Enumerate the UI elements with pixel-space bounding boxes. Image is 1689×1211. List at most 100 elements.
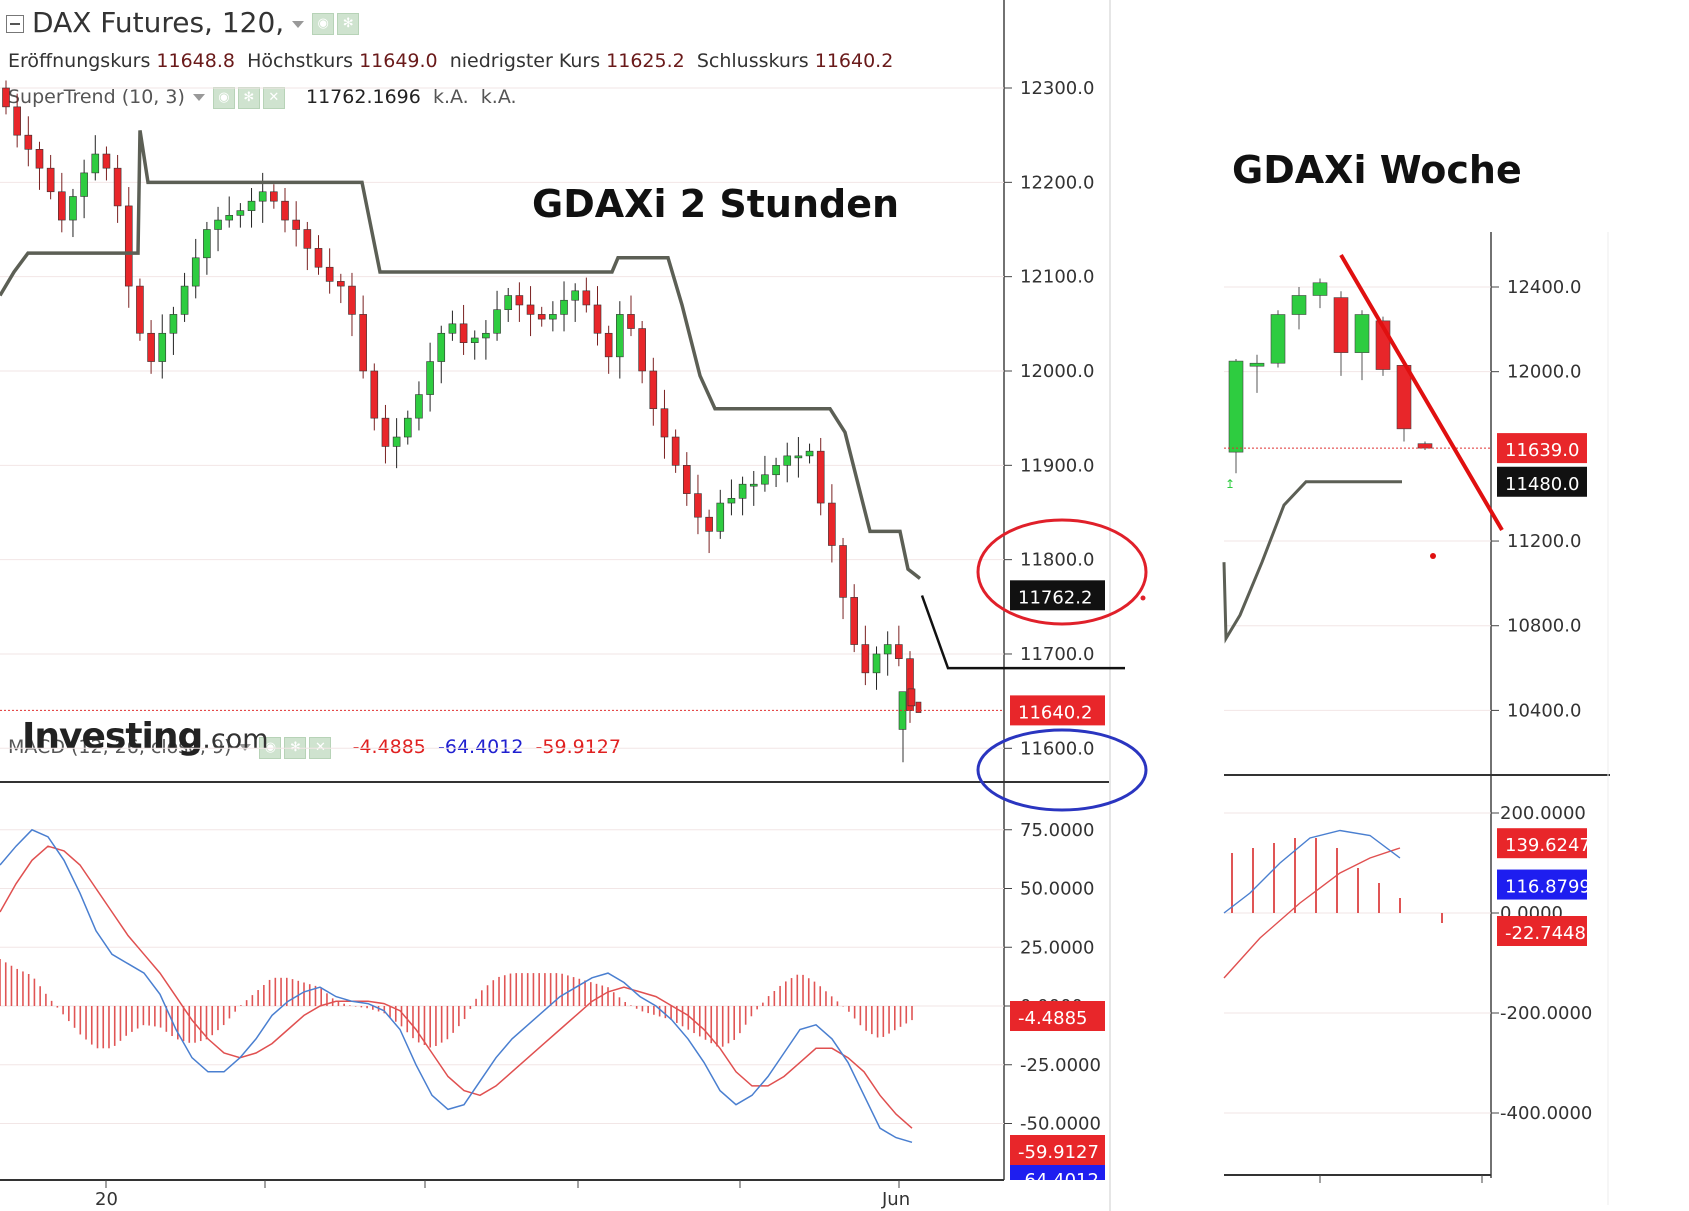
candle — [772, 465, 780, 476]
ohlc-low-value: 11625.2 — [606, 50, 685, 72]
macd-value-signal: -59.9127 — [535, 736, 621, 758]
gear-icon[interactable]: ✻ — [237, 86, 260, 109]
y-tick-label: 11600.0 — [1020, 738, 1094, 759]
y-tick-label: 200.0000 — [1500, 803, 1586, 824]
candle — [169, 314, 178, 334]
candle — [482, 332, 490, 339]
close-icon[interactable]: ✕ — [262, 86, 285, 109]
candle — [582, 290, 591, 306]
supertrend-projection — [920, 595, 1125, 670]
candle — [515, 295, 524, 306]
weekly-last-price-tag: 11639.0 — [1505, 440, 1579, 461]
candle — [816, 450, 825, 504]
weekly-candle — [1228, 360, 1244, 453]
weekly-macd-tag: 139.6247 — [1505, 835, 1591, 856]
candle — [180, 285, 189, 315]
candle — [270, 191, 278, 202]
macd-value-line: -64.4012 — [438, 736, 524, 758]
gear-icon[interactable]: ✻ — [337, 13, 360, 35]
y-tick-label: 11800.0 — [1020, 550, 1094, 571]
candle — [147, 332, 155, 362]
weekly-candle — [1312, 282, 1328, 296]
candle — [359, 314, 367, 372]
supertrend-extra2: k.A. — [480, 86, 517, 108]
ohlc-open-label: Eröffnungskurs — [8, 50, 151, 72]
macd-line-tag-bg — [1010, 1165, 1105, 1180]
supertrend-label: SuperTrend (10, 3) — [8, 86, 185, 108]
chevron-down-icon[interactable] — [192, 94, 205, 101]
weekly-signal-tag-bg — [1497, 869, 1587, 900]
candle — [214, 219, 222, 230]
chevron-down-icon[interactable] — [239, 744, 252, 751]
candle — [24, 134, 33, 150]
candle — [649, 370, 658, 410]
supertrend-row: SuperTrend (10, 3) ◉ ✻ ✕ 11762.1696 k.A. k.… — [8, 86, 517, 109]
downtrend-line — [1339, 253, 1504, 532]
candle — [895, 644, 903, 659]
candle — [58, 191, 66, 221]
y-tick-label: 12200.0 — [1020, 172, 1094, 193]
candle — [325, 266, 334, 282]
left-chart-title: GDAXi 2 Stunden — [532, 182, 900, 226]
candle — [537, 314, 546, 320]
candle — [883, 644, 892, 655]
candle — [392, 436, 401, 447]
weekly-candle — [1417, 443, 1433, 449]
candle — [258, 191, 267, 202]
ohlc-high-label: Höchstkurs — [247, 50, 354, 72]
y-tick-label: 12300.0 — [1020, 78, 1094, 99]
macd-row: MACD (12, 26, close, 9) ◉ ✻ ✕ -4.4885 -64.4… — [8, 736, 621, 759]
candle — [46, 167, 55, 193]
candle — [493, 309, 501, 334]
close-icon[interactable]: ✕ — [309, 736, 332, 759]
chevron-down-icon[interactable] — [292, 20, 305, 28]
candle — [426, 361, 434, 395]
collapse-icon[interactable] — [6, 15, 24, 33]
red-dot-annotation — [1140, 595, 1146, 601]
y-tick-label: 10400.0 — [1507, 700, 1581, 721]
candle — [705, 516, 713, 532]
logo-main: Investing — [22, 716, 203, 757]
candle — [872, 653, 881, 674]
candle — [91, 153, 100, 174]
y-tick-label: 11700.0 — [1020, 644, 1094, 665]
ohlc-close-label: Schlusskurs — [696, 50, 809, 72]
symbol-title: DAX Futures, 120, — [32, 6, 285, 39]
candle — [805, 450, 814, 457]
candle — [303, 229, 312, 249]
weekly-candle — [1291, 295, 1307, 315]
candle — [861, 644, 870, 674]
candle — [560, 299, 568, 315]
weekly-macd-line — [1223, 829, 1401, 914]
candle — [191, 257, 200, 287]
gear-icon[interactable]: ✻ — [284, 736, 307, 759]
eye-icon[interactable]: ◉ — [312, 13, 335, 35]
drawn-annotations — [976, 253, 1504, 812]
weekly-chart: 12400.0 12000.0 11200.0 10800.0 10400.0 ↥ 1163… — [1222, 277, 1587, 1183]
candle — [839, 545, 847, 598]
candle — [828, 502, 836, 546]
macd-hist-tag: -4.4885 — [1018, 1008, 1087, 1029]
weekly-signal-tag: 116.8799 — [1505, 877, 1591, 898]
supertrend-extra1: k.A. — [432, 86, 469, 108]
macd-value-hist: -4.4885 — [352, 736, 426, 758]
candle — [13, 106, 21, 136]
candle — [907, 688, 916, 707]
candle — [80, 172, 88, 197]
weekly-hist-tag-bg — [1497, 916, 1587, 946]
weekly-macd-chart: 200.00000.0000-200.0000-400.0000139.6247… — [1223, 803, 1592, 1124]
supertrend-value: 11762.1696 — [306, 86, 421, 108]
candle — [571, 290, 579, 301]
y-tick-label: -400.0000 — [1500, 1103, 1592, 1124]
eye-icon[interactable]: ◉ — [212, 86, 235, 109]
candle — [616, 314, 624, 358]
weekly-candle — [1354, 314, 1370, 353]
candle — [716, 502, 725, 532]
candle — [671, 436, 680, 466]
candle — [247, 200, 256, 211]
candle — [415, 394, 423, 419]
candle — [794, 455, 803, 459]
candle — [682, 465, 691, 494]
eye-icon[interactable]: ◉ — [259, 736, 282, 759]
y-tick-label: 75.0000 — [1020, 820, 1094, 841]
